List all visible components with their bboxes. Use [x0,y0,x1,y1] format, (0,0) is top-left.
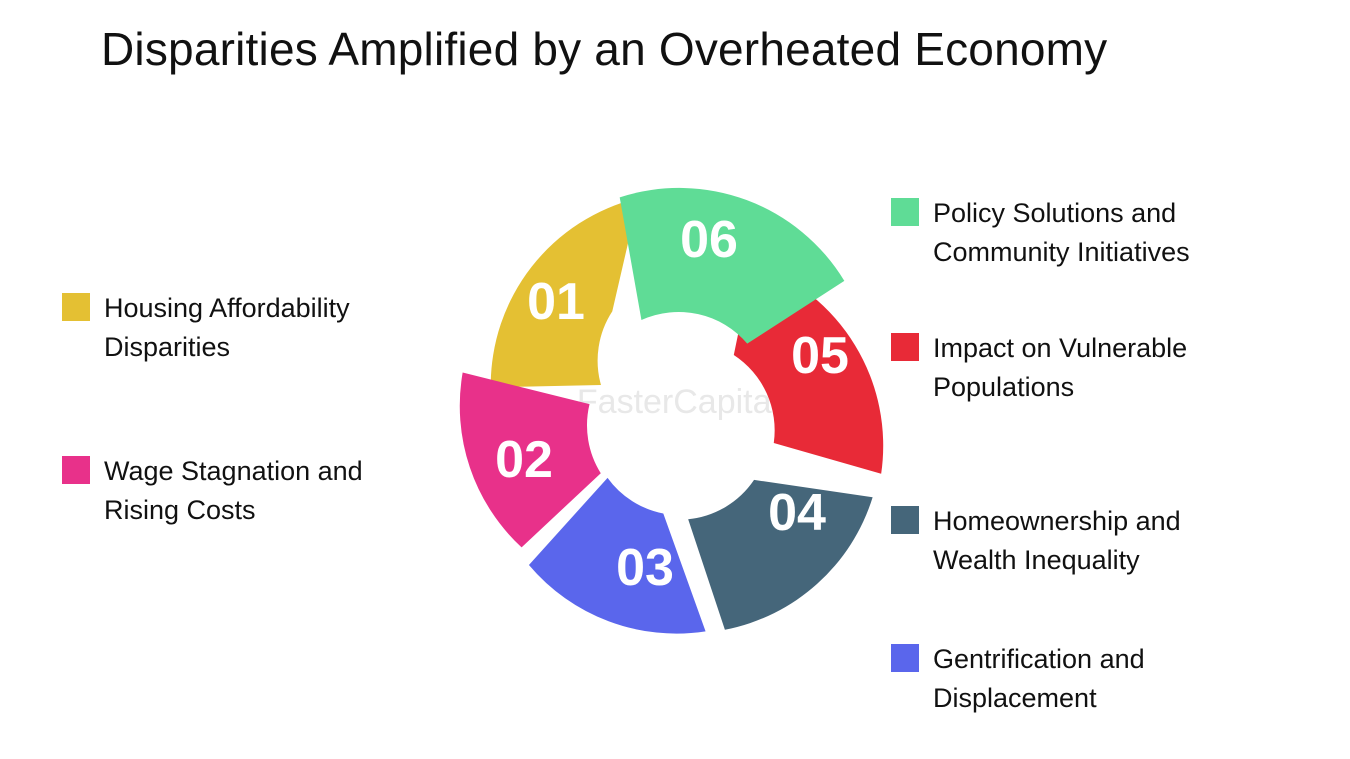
legend-item-04: Homeownership and Wealth Inequality [891,502,1181,580]
legend-label-05: Impact on Vulnerable Populations [933,333,1188,402]
legend-item-02: Wage Stagnation and Rising Costs [62,452,363,530]
legend-item-03: Gentrification and Displacement [891,640,1145,718]
segment-number-01: 01 [527,273,585,331]
legend-item-01: Housing Affordability Disparities [62,289,350,367]
legend-swatch-04 [891,506,919,534]
legend-label-06: Policy Solutions and Community Initiativ… [933,198,1190,267]
segment-01-arc [490,198,639,388]
cycle-ring-diagram: FasterCapital 01 02 03 04 05 06 [459,187,884,634]
segment-number-06: 06 [680,211,738,269]
segment-06-arc [619,187,845,344]
segment-number-02: 02 [495,431,553,489]
segment-04-arc [688,479,873,630]
legend-swatch-02 [62,456,90,484]
legend-swatch-01 [62,293,90,321]
legend-item-05: Impact on Vulnerable Populations [891,329,1187,407]
segment-number-03: 03 [616,539,674,597]
page-title: Disparities Amplified by an Overheated E… [101,23,1108,75]
legend-swatch-03 [891,644,919,672]
segment-number-04: 04 [768,484,826,542]
watermark-text: FasterCapital [577,383,779,421]
legend-label-02: Wage Stagnation and Rising Costs [104,456,363,525]
legend-label-01: Housing Affordability Disparities [104,293,350,362]
segment-03-arc [528,477,706,634]
legend-label-03: Gentrification and Displacement [933,644,1145,713]
legend-item-06: Policy Solutions and Community Initiativ… [891,194,1190,272]
segment-02-arc [459,372,601,548]
legend-label-04: Homeownership and Wealth Inequality [933,506,1181,575]
segment-number-05: 05 [791,327,849,385]
legend-swatch-06 [891,198,919,226]
legend-swatch-05 [891,333,919,361]
